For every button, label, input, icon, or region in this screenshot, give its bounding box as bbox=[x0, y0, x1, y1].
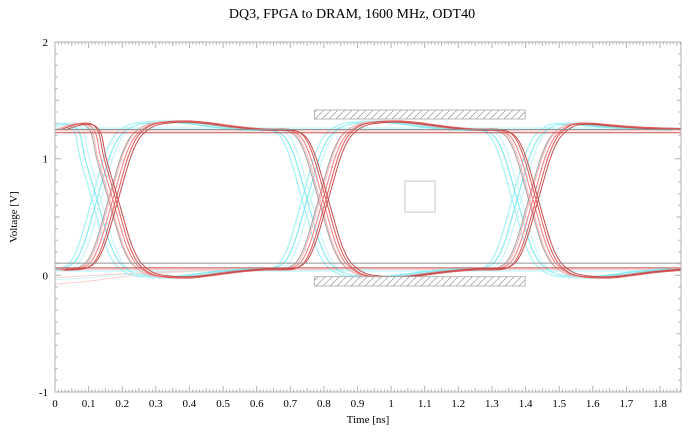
axis-ticks bbox=[54, 41, 681, 393]
eye-trace-red-mid-A bbox=[60, 121, 681, 278]
y-tick-label: 1 bbox=[43, 154, 49, 166]
chart-title: DQ3, FPGA to DRAM, 1600 MHz, ODT40 bbox=[228, 7, 476, 22]
bottom-undershoot-mask bbox=[314, 276, 526, 287]
x-tick-label: 1.3 bbox=[485, 398, 499, 410]
plot-frame bbox=[54, 41, 682, 393]
eye-trace-red-B bbox=[63, 120, 681, 279]
eye-trace-cyan-early-B bbox=[55, 120, 667, 279]
eye-trace-dark-red-A bbox=[65, 121, 681, 278]
eye-trace-gray-nominal-A bbox=[55, 121, 681, 278]
x-tick-label: 0.8 bbox=[317, 398, 331, 410]
x-tick-label: 1.6 bbox=[586, 398, 600, 410]
eye-center-mask bbox=[404, 180, 436, 213]
y-tick-label: 2 bbox=[43, 37, 49, 49]
x-tick-label: 0.7 bbox=[283, 398, 297, 410]
eye-trace-cyan-late-A bbox=[55, 119, 676, 280]
x-tick-label: 1.5 bbox=[552, 398, 566, 410]
x-tick-label: 1.1 bbox=[418, 398, 432, 410]
x-tick-label: 0.2 bbox=[115, 398, 129, 410]
eye-trace-cyan-early-A bbox=[55, 120, 667, 279]
eye-trace-dark-red-B bbox=[65, 121, 681, 278]
x-tick-label: 0.3 bbox=[149, 398, 163, 410]
x-tick-label: 0.4 bbox=[183, 398, 197, 410]
x-tick-label: 1.4 bbox=[519, 398, 533, 410]
y-tick-label: -1 bbox=[39, 387, 48, 399]
x-axis-title: Time [ns] bbox=[346, 414, 390, 426]
x-tick-label: 1.7 bbox=[620, 398, 634, 410]
y-axis-title: Voltage [V] bbox=[8, 191, 20, 243]
eye-trace-gray-nominal-B bbox=[55, 121, 681, 278]
trace-layer bbox=[55, 119, 681, 285]
eye-trace-red-mid-B bbox=[60, 121, 681, 278]
y-tick-label: 0 bbox=[43, 270, 49, 282]
eye-trace-cyan-mid-B bbox=[55, 121, 672, 278]
eye-trace-salmon-B bbox=[57, 120, 681, 279]
x-tick-label: 0.9 bbox=[351, 398, 365, 410]
axis-tick-labels: 0 0.1 0.2 0.3 0.4 0.5 0.6 0.7 0.8 0.9 1 1.1 1.2 1.3 1.… bbox=[39, 37, 668, 410]
x-tick-label: 0.6 bbox=[250, 398, 264, 410]
eye-trace-salmon-A bbox=[57, 120, 681, 279]
x-tick-label: 0.5 bbox=[216, 398, 230, 410]
x-tick-label: 0 bbox=[52, 398, 58, 410]
x-tick-label: 0.1 bbox=[82, 398, 96, 410]
eye-trace-cyan-late-B bbox=[55, 119, 676, 280]
eye-trace-cyan-mid-A bbox=[55, 121, 672, 278]
eye-trace-red-A bbox=[63, 120, 681, 279]
x-tick-label: 1.2 bbox=[451, 398, 465, 410]
x-tick-label: 1 bbox=[388, 398, 394, 410]
x-tick-label: 1.8 bbox=[653, 398, 667, 410]
top-overshoot-mask bbox=[314, 109, 526, 120]
